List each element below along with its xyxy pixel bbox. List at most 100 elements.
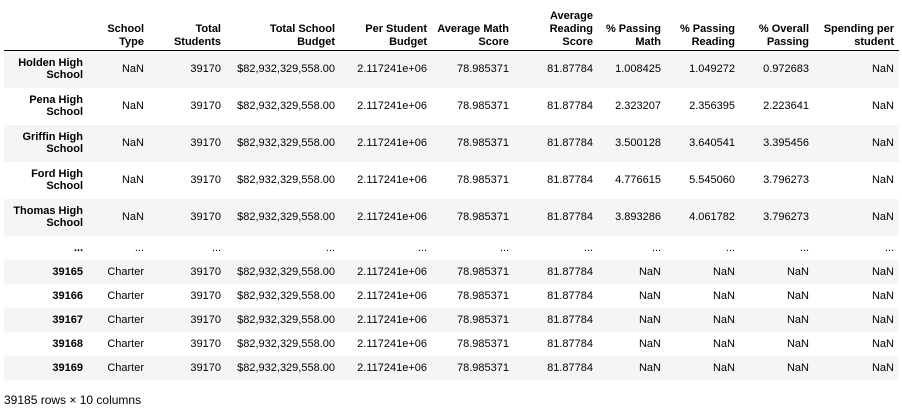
table-cell: 39170: [190, 265, 221, 278]
row-index-label: 39169: [52, 361, 83, 374]
table-cell: 39170: [190, 100, 221, 112]
table-cell: 78.985371: [457, 63, 509, 76]
table-cell: 1.049272: [689, 63, 735, 76]
table-cell: NaN: [121, 63, 144, 76]
row-index-label: ...: [73, 241, 83, 254]
table-cell: NaN: [871, 174, 894, 186]
table-cell: NaN: [638, 265, 661, 278]
table-cell: NaN: [786, 265, 809, 278]
table-cell: 5.545060: [689, 174, 735, 186]
row-index-label: Holden High School: [18, 57, 83, 82]
table-cell: 78.985371: [457, 137, 509, 149]
table-cell: 2.117241e+06: [357, 211, 427, 223]
table-cell: ...: [499, 241, 509, 254]
table-cell: NaN: [871, 63, 894, 76]
table-cell: 81.87784: [547, 337, 593, 350]
dataframe-table: School Type Total Students Total School …: [4, 4, 899, 380]
table-cell: 2.223641: [763, 100, 809, 112]
table-row: 39165 Charter 39170 $82,932,329,558.00 2…: [4, 259, 899, 284]
table-cell: NaN: [871, 361, 894, 374]
table-cell: NaN: [712, 289, 735, 302]
table-cell: Charter: [107, 313, 144, 326]
table-cell: 2.323207: [615, 100, 661, 112]
table-cell: 78.985371: [457, 265, 509, 278]
table-cell: $82,932,329,558.00: [237, 361, 335, 374]
table-cell: $82,932,329,558.00: [237, 313, 335, 326]
table-cell: 39170: [190, 137, 221, 149]
header-row: School Type Total Students Total School …: [4, 4, 899, 51]
column-header-total-students: Total Students: [149, 4, 226, 51]
table-cell: 81.87784: [547, 265, 593, 278]
table-cell: ...: [417, 241, 427, 254]
table-cell: $82,932,329,558.00: [237, 211, 335, 223]
table-cell: NaN: [712, 265, 735, 278]
table-cell: 81.87784: [547, 361, 593, 374]
table-cell: NaN: [712, 337, 735, 350]
column-header-average-reading-score: Average Reading Score: [514, 4, 598, 51]
table-cell: 78.985371: [457, 337, 509, 350]
table-cell: NaN: [871, 289, 894, 302]
table-row: 39166 Charter 39170 $82,932,329,558.00 2…: [4, 284, 899, 308]
table-cell: NaN: [871, 100, 894, 112]
table-cell: NaN: [871, 313, 894, 326]
table-cell: 78.985371: [457, 174, 509, 186]
table-cell: 2.356395: [689, 100, 735, 112]
table-cell: 2.117241e+06: [357, 337, 427, 350]
table-cell: ...: [799, 241, 809, 254]
table-cell: 81.87784: [547, 289, 593, 302]
table-cell: 81.87784: [547, 137, 593, 149]
row-index-label: Ford High School: [31, 168, 83, 192]
table-cell: Charter: [107, 265, 144, 278]
table-cell: ...: [884, 241, 894, 254]
row-index-label: 39168: [52, 337, 83, 350]
table-cell: 4.061782: [689, 211, 735, 223]
table-cell: Charter: [107, 337, 144, 350]
row-index-label: Griffin High School: [22, 131, 84, 155]
table-cell: 81.87784: [547, 211, 593, 223]
column-header-total-school-budget: Total School Budget: [226, 4, 340, 51]
table-cell: NaN: [121, 137, 144, 149]
column-header-school-type: School Type: [88, 4, 149, 51]
table-cell: 4.776615: [615, 174, 661, 186]
table-cell: 3.500128: [615, 137, 661, 149]
table-cell: 39170: [190, 211, 221, 223]
table-cell: NaN: [786, 337, 809, 350]
table-row: Griffin High School NaN 39170 $82,932,32…: [4, 124, 899, 162]
table-cell: $82,932,329,558.00: [237, 63, 335, 76]
table-cell: ...: [651, 241, 661, 254]
column-header-spending-per-student: Spending per student: [814, 4, 899, 51]
table-cell: 81.87784: [547, 313, 593, 326]
table-row: 39168 Charter 39170 $82,932,329,558.00 2…: [4, 332, 899, 356]
table-cell: Charter: [107, 361, 144, 374]
table-cell: $82,932,329,558.00: [237, 174, 335, 186]
column-header-overall-passing: % Overall Passing: [740, 4, 814, 51]
table-cell: 2.117241e+06: [357, 361, 427, 374]
table-cell: 2.117241e+06: [357, 265, 427, 278]
table-cell: 0.972683: [763, 63, 809, 76]
table-cell: $82,932,329,558.00: [237, 289, 335, 302]
column-header-passing-math: % Passing Math: [598, 4, 666, 51]
table-cell: 2.117241e+06: [357, 137, 427, 149]
table-cell: 81.87784: [547, 100, 593, 112]
table-cell: 78.985371: [457, 289, 509, 302]
table-cell: Charter: [107, 289, 144, 302]
table-cell: 39170: [190, 337, 221, 350]
table-cell: NaN: [786, 289, 809, 302]
table-row: Holden High School NaN 39170 $82,932,329…: [4, 50, 899, 88]
row-index-label: Pena High School: [29, 94, 83, 118]
table-cell: 2.117241e+06: [357, 289, 427, 302]
row-index-label: Thomas High School: [13, 205, 83, 229]
table-cell: 2.117241e+06: [357, 63, 427, 76]
table-cell: NaN: [638, 361, 661, 374]
table-cell: ...: [583, 241, 593, 254]
table-cell: NaN: [712, 361, 735, 374]
table-cell: NaN: [786, 313, 809, 326]
table-cell: 39170: [190, 361, 221, 374]
ellipsis-row: ... ... ... ... ... ... ... ... ... ... …: [4, 236, 899, 260]
table-cell: 39170: [190, 313, 221, 326]
column-header-per-student-budget: Per Student Budget: [340, 4, 432, 51]
dataframe-shape-text: 39185 rows × 10 columns: [4, 393, 142, 407]
table-cell: 2.117241e+06: [357, 100, 427, 112]
table-cell: NaN: [121, 100, 144, 112]
table-cell: 39170: [190, 174, 221, 186]
